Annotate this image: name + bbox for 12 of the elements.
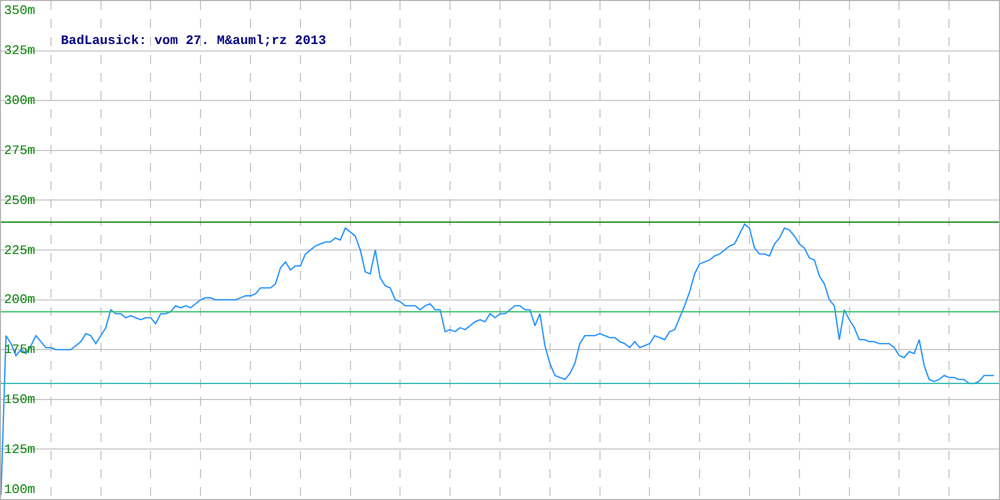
y-tick-label: 300m — [4, 93, 36, 108]
y-tick-label: 200m — [4, 292, 36, 307]
y-tick-label: 275m — [4, 143, 36, 158]
y-tick-label: 225m — [4, 243, 36, 258]
text: BadLausick: vom 27. M&auml;rz 2013 — [60, 33, 326, 48]
line-series — [1, 223, 995, 496]
y-tick-label: 250m — [4, 193, 36, 208]
y-tick-label: 325m — [4, 43, 36, 58]
y-tick-label: 125m — [4, 442, 36, 457]
y-tick-label: 150m — [4, 392, 36, 407]
y-tick-label: 350m — [4, 3, 36, 18]
y-tick-label: 100m — [4, 482, 36, 497]
